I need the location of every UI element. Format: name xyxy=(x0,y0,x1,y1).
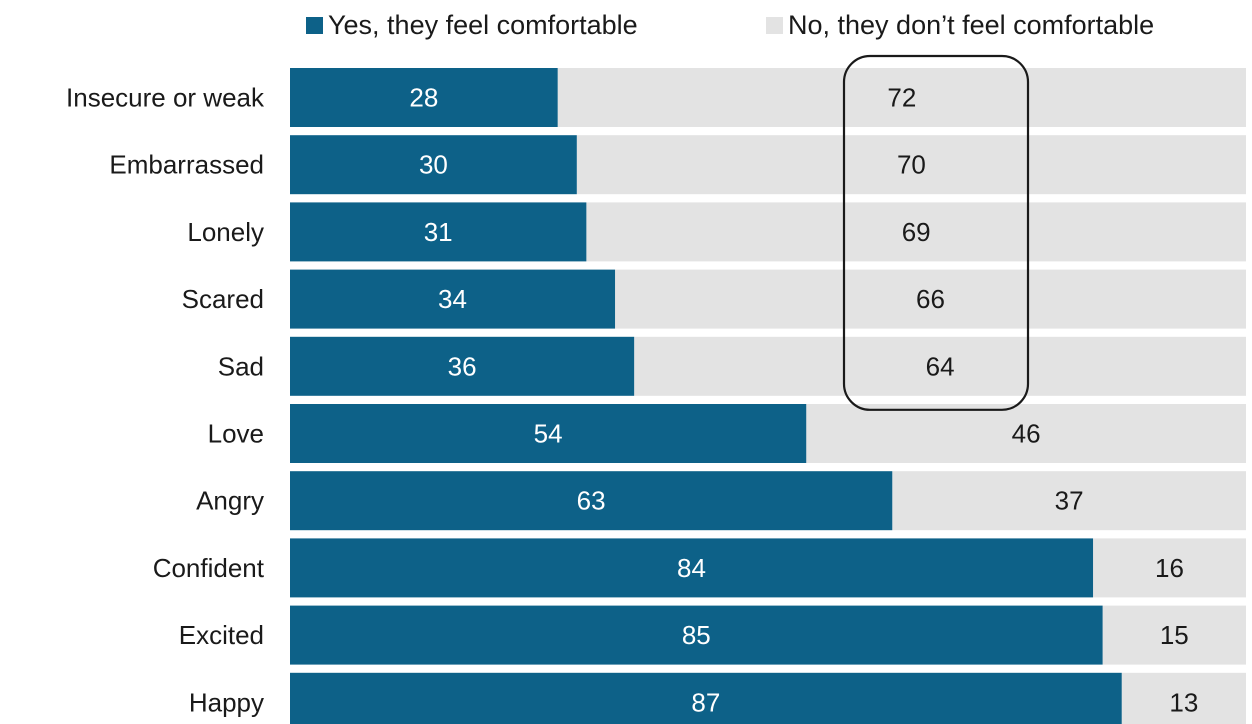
data-label-yes: 31 xyxy=(424,217,453,247)
data-label-yes: 84 xyxy=(677,553,706,583)
bar-no xyxy=(892,471,1246,531)
bar-no xyxy=(634,336,1246,396)
bar-yes xyxy=(290,269,616,329)
data-label-no: 13 xyxy=(1169,687,1198,717)
data-label-yes: 30 xyxy=(419,150,448,180)
category-label: Insecure or weak xyxy=(66,83,265,113)
category-label: Angry xyxy=(196,486,264,516)
data-label-no: 16 xyxy=(1155,553,1184,583)
data-label-yes: 63 xyxy=(577,486,606,516)
bar-yes xyxy=(290,538,1094,598)
legend-item-no: No, they don’t feel comfortable xyxy=(766,10,1154,41)
bar-yes xyxy=(290,672,1122,724)
bar-no xyxy=(586,202,1246,262)
highlight-box xyxy=(842,54,1030,411)
bar-yes xyxy=(290,471,893,531)
category-label: Lonely xyxy=(187,217,264,247)
data-label-no: 37 xyxy=(1055,486,1084,516)
legend-label-no: No, they don’t feel comfortable xyxy=(788,10,1155,40)
data-label-no: 15 xyxy=(1160,620,1189,650)
data-label-yes: 36 xyxy=(448,351,477,381)
data-label-no: 64 xyxy=(926,351,955,381)
category-label: Happy xyxy=(189,687,264,717)
bar-no xyxy=(615,269,1246,329)
category-label: Confident xyxy=(153,553,265,583)
legend-swatch-yes xyxy=(306,17,323,34)
legend-swatch-no xyxy=(766,17,783,34)
data-label-yes: 85 xyxy=(682,620,711,650)
bar-no xyxy=(576,135,1246,195)
bar-no xyxy=(1093,538,1246,598)
bar-yes xyxy=(290,135,577,195)
bar-no xyxy=(1102,605,1246,665)
bar-no xyxy=(806,404,1246,463)
data-label-no: 66 xyxy=(916,284,945,314)
data-label-no: 46 xyxy=(1012,419,1041,449)
bar-yes xyxy=(290,605,1103,665)
legend-item-yes: Yes, they feel comfortable xyxy=(306,10,638,41)
data-label-no: 69 xyxy=(902,217,931,247)
data-label-no: 70 xyxy=(897,150,926,180)
data-label-yes: 87 xyxy=(691,687,720,717)
chart-legend: Yes, they feel comfortable No, they don’… xyxy=(0,4,1252,48)
category-label: Love xyxy=(208,419,264,449)
bar-yes xyxy=(290,68,558,127)
category-label: Embarrassed xyxy=(109,150,264,180)
category-label: Sad xyxy=(218,351,264,381)
data-label-no: 72 xyxy=(887,83,916,113)
bar-yes xyxy=(290,202,587,262)
data-label-yes: 28 xyxy=(409,83,438,113)
bar-no xyxy=(557,68,1246,127)
data-label-yes: 34 xyxy=(438,284,467,314)
category-label: Scared xyxy=(182,284,264,314)
legend-label-yes: Yes, they feel comfortable xyxy=(328,10,638,40)
bar-yes xyxy=(290,336,635,396)
data-label-yes: 54 xyxy=(534,419,563,449)
bar-no xyxy=(1121,672,1246,724)
category-label: Excited xyxy=(179,620,264,650)
bar-yes xyxy=(290,404,807,463)
